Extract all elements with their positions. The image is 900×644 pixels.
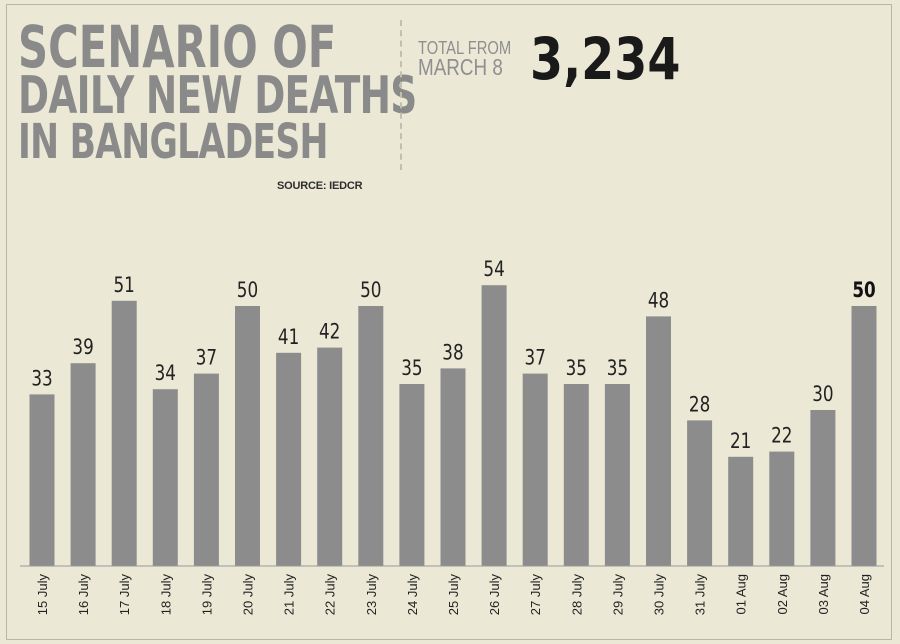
bar <box>70 363 96 566</box>
x-tick-label: 22 July <box>323 574 338 616</box>
bar-value-label: 22 <box>771 424 792 448</box>
source-note: SOURCE: IEDCR <box>277 180 363 192</box>
bar-value-label: 50 <box>237 278 258 302</box>
x-tick-label: 24 July <box>405 574 420 616</box>
x-tick-label: 21 July <box>282 574 297 616</box>
x-tick-label: 26 July <box>487 574 502 616</box>
x-tick-label: 25 July <box>446 574 461 616</box>
chart-frame <box>6 4 892 640</box>
bar-value-label: 35 <box>401 356 422 380</box>
x-tick-label: 03 Aug <box>816 574 831 615</box>
chart-title: SCENARIO OF DAILY NEW DEATHS IN BANGLADE… <box>18 13 417 170</box>
bar-value-label: 33 <box>31 367 52 391</box>
header-divider <box>400 20 402 170</box>
x-tick-label: 01 Aug <box>734 574 749 615</box>
bar-value-label: 34 <box>155 361 176 385</box>
bar-value-label: 35 <box>607 356 628 380</box>
bar <box>193 373 219 566</box>
bar <box>769 451 795 566</box>
title-line-1: SCENARIO OF <box>18 13 337 81</box>
x-tick-label: 02 Aug <box>775 574 790 615</box>
bar <box>851 306 877 566</box>
x-tick-label: 16 July <box>76 574 91 616</box>
bar <box>646 316 671 566</box>
total-label-line-2: MARCH 8 <box>418 54 503 81</box>
bar-value-label: 30 <box>812 382 833 406</box>
x-tick-label: 23 July <box>364 574 379 616</box>
x-tick-label: 27 July <box>528 574 543 616</box>
bar <box>29 394 55 566</box>
bar <box>604 384 630 566</box>
bar-value-label: 21 <box>730 429 751 453</box>
bar <box>481 285 507 566</box>
total-label: TOTAL FROM MARCH 8 <box>418 38 512 81</box>
total-value: 3,234 <box>530 25 681 93</box>
bar <box>317 347 343 566</box>
title-line-3: IN BANGLADESH <box>18 114 328 170</box>
title-line-2: DAILY NEW DEATHS <box>18 66 417 126</box>
x-tick-label: 18 July <box>158 574 173 616</box>
bar <box>276 352 302 566</box>
bar <box>440 368 466 566</box>
x-tick-label: 04 Aug <box>857 574 872 615</box>
x-tick-label: 30 July <box>652 574 667 616</box>
bar <box>810 410 836 566</box>
bar-value-label: 37 <box>525 346 546 370</box>
bar <box>563 384 589 566</box>
bar-value-label: 39 <box>72 335 93 359</box>
x-tick-label: 28 July <box>569 574 584 616</box>
bar-value-label: 42 <box>319 320 340 344</box>
total-label-line-1: TOTAL FROM <box>418 38 512 58</box>
x-tick-label: 29 July <box>610 574 625 616</box>
bar-value-label: 41 <box>278 325 299 349</box>
bar-value-label: 50 <box>360 278 381 302</box>
x-tick-label: 31 July <box>693 574 708 616</box>
bar-value-label: 54 <box>483 257 504 281</box>
x-tick-label: 17 July <box>117 574 132 616</box>
bar <box>522 373 548 566</box>
bars-group: 33 15 July 39 16 July 51 17 July 34 18 July 37 19… <box>29 257 877 616</box>
bar <box>728 456 754 566</box>
bar <box>111 300 137 566</box>
bar-value-label: 51 <box>114 273 135 297</box>
bar-value-label: 38 <box>442 341 463 365</box>
bar-value-label: 28 <box>689 393 710 417</box>
bar-value-label: 35 <box>566 356 587 380</box>
x-tick-label: 15 July <box>35 574 50 616</box>
bar-value-label: 50 <box>852 278 875 302</box>
x-tick-label: 20 July <box>241 574 256 616</box>
bar-value-label: 37 <box>196 346 217 370</box>
bar <box>399 384 425 566</box>
bar <box>358 306 384 566</box>
bar <box>687 420 713 566</box>
bar <box>235 306 260 566</box>
bar <box>152 389 178 566</box>
x-tick-label: 19 July <box>199 574 214 616</box>
bar-value-label: 48 <box>648 289 669 313</box>
